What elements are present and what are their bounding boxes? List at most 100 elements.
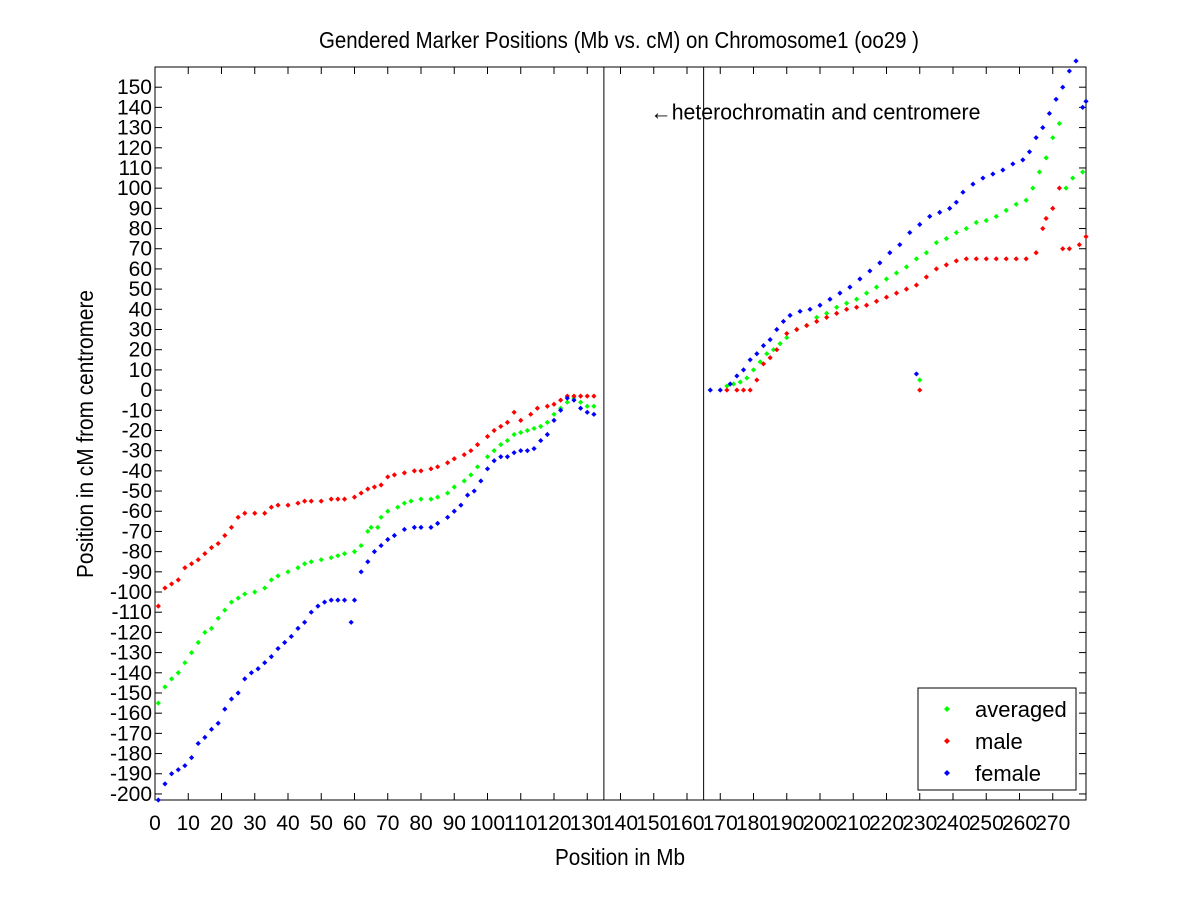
data-point — [734, 387, 740, 393]
data-point — [754, 351, 760, 357]
data-point — [824, 310, 830, 316]
data-point — [1003, 256, 1009, 262]
data-point — [235, 690, 241, 696]
data-point — [418, 524, 424, 530]
data-point — [1030, 185, 1036, 191]
data-point — [222, 607, 228, 613]
data-point — [883, 276, 890, 282]
y-tick-label: -80 — [122, 541, 152, 564]
data-point — [302, 619, 308, 625]
data-point — [724, 387, 730, 393]
x-tick-label: 160 — [669, 812, 704, 835]
data-point — [807, 306, 813, 312]
data-point — [953, 229, 959, 236]
data-point — [551, 411, 557, 417]
data-point — [365, 559, 371, 565]
data-point — [544, 431, 550, 438]
data-point — [1060, 84, 1066, 90]
data-point — [262, 510, 268, 516]
data-point — [953, 199, 959, 205]
chart-title: Gendered Marker Positions (Mb vs. cM) on… — [319, 27, 919, 53]
data-point — [1026, 149, 1033, 155]
data-point — [518, 448, 524, 454]
data-point — [208, 544, 215, 551]
data-point — [1066, 68, 1072, 74]
data-point — [391, 532, 397, 539]
data-point — [341, 597, 348, 603]
data-point — [371, 484, 378, 490]
data-point — [1060, 246, 1066, 252]
data-point — [478, 478, 484, 484]
data-point — [917, 387, 923, 393]
data-point — [1010, 161, 1016, 167]
data-point — [365, 486, 371, 492]
data-point — [750, 367, 757, 373]
data-point — [591, 403, 597, 409]
data-point — [1066, 246, 1072, 252]
data-point — [491, 427, 497, 434]
data-point — [484, 454, 491, 460]
data-point — [375, 524, 381, 530]
data-point — [275, 573, 281, 579]
data-point — [351, 597, 358, 603]
y-tick-label: -70 — [122, 520, 152, 543]
x-tick-label: 50 — [310, 812, 333, 835]
y-tick-label: -10 — [122, 399, 152, 422]
data-point — [897, 242, 903, 248]
x-tick-label: 200 — [802, 812, 837, 835]
x-tick-label: 180 — [736, 812, 771, 835]
data-point — [757, 359, 763, 365]
data-point — [435, 520, 441, 526]
x-tick-label: 250 — [969, 812, 1004, 835]
data-point — [474, 442, 481, 448]
y-tick-label: -150 — [110, 682, 152, 705]
data-point — [1053, 96, 1059, 102]
data-point — [162, 684, 168, 690]
data-point — [538, 437, 544, 444]
x-tick-label: 220 — [869, 812, 904, 835]
y-tick-label: -30 — [122, 440, 152, 463]
data-point — [202, 551, 208, 557]
data-point — [335, 553, 341, 559]
y-tick-label: 10 — [129, 359, 152, 382]
data-point — [760, 361, 767, 367]
data-point — [318, 557, 324, 563]
data-point — [923, 250, 929, 256]
data-point — [401, 526, 407, 533]
data-point — [564, 395, 570, 401]
data-point — [727, 381, 733, 387]
data-point — [295, 565, 301, 571]
data-point — [182, 565, 188, 571]
data-point — [917, 377, 923, 383]
data-point — [491, 458, 497, 464]
y-tick-label: 120 — [117, 137, 152, 160]
data-point — [498, 442, 504, 448]
data-point — [531, 425, 537, 432]
data-point — [511, 409, 517, 415]
x-tick-label: 80 — [409, 812, 432, 835]
data-point — [302, 498, 308, 504]
data-point — [853, 304, 860, 310]
data-point — [917, 221, 923, 228]
data-point — [1013, 201, 1019, 207]
legend-label: male — [975, 729, 1023, 754]
data-point — [318, 498, 324, 504]
data-point — [1056, 185, 1062, 191]
data-point — [418, 468, 424, 474]
data-point — [873, 284, 880, 290]
y-tick-label: 50 — [129, 278, 152, 301]
data-point — [484, 466, 491, 472]
data-point — [518, 429, 524, 436]
data-point — [787, 312, 793, 318]
x-axis: 0 10 20 30 40 50 60 70 80 90 100110120130140150160… — [149, 67, 1070, 835]
data-point — [328, 597, 334, 603]
data-point — [767, 337, 773, 343]
data-point — [411, 468, 417, 474]
data-point — [564, 399, 570, 405]
data-point — [1000, 167, 1006, 173]
data-point — [1076, 242, 1082, 248]
x-tick-label: 100 — [470, 812, 505, 835]
data-point — [970, 181, 976, 187]
data-point — [348, 619, 354, 625]
